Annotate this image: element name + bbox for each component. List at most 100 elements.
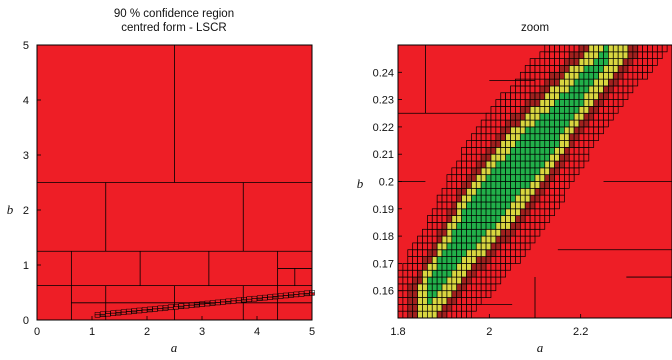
right-boundary-box-yellow [466,263,472,271]
right-y-tick-label: 0.21 [373,149,394,161]
right-inner-box [568,112,575,121]
right-outer-fine-box [451,174,458,182]
right-inner-box [559,112,565,121]
right-outer-fine-box [549,58,555,66]
right-inner-box [568,106,575,114]
right-boundary-box-dark [559,71,565,80]
right-boundary-box-yellow [568,119,575,128]
right-outer-fine-box [466,290,472,298]
right-outer-fine-box [559,51,565,60]
right-outer-fine-box [539,194,546,203]
right-outer-fine-box [544,44,551,53]
right-boundary-box-dark [515,112,521,121]
right-inner-box [510,147,516,155]
right-outer-fine-box [632,71,639,80]
left-region-box-upper [178,303,184,307]
right-boundary-box-dark [485,147,492,155]
right-inner-box [554,133,560,141]
right-outer-fine-box [524,85,531,94]
right-boundary-box-dark [539,181,546,189]
right-boundary-box-dark [524,99,531,107]
right-outer-fine-box [603,119,609,128]
right-inner-box [461,215,467,223]
right-boundary-box-yellow [480,174,487,182]
right-boundary-box-yellow [500,222,506,230]
right-boundary-box-yellow [588,58,595,66]
right-outer-fine-box [598,112,604,121]
right-outer-fine-box [529,208,536,216]
right-boundary-box-dark [524,208,531,216]
right-boundary-box-dark [612,71,619,80]
right-boundary-box-dark [441,222,448,230]
left-region-box [209,302,216,306]
right-inner-box [564,119,570,128]
right-outer-fine-box [647,44,653,53]
right-outer-fine-box [637,58,643,66]
right-outer-fine-box [559,44,565,53]
right-outer-fine-box [598,106,604,114]
right-boundary-box-yellow [612,58,619,66]
right-outer-fine-box [515,92,521,100]
right-outer-fine-box [510,85,516,94]
right-outer-fine-box [549,65,555,73]
left-region-box-upper [272,293,279,297]
right-inner-box [500,181,506,189]
right-outer-fine-box [656,51,663,60]
right-boundary-box-yellow [588,99,595,107]
right-outer-fine-box [612,85,619,94]
right-inner-box [519,167,526,176]
right-boundary-box-dark [422,263,428,271]
right-boundary-box-dark [471,269,477,278]
right-boundary-box-dark [446,304,453,312]
right-boundary-box-yellow [456,215,462,223]
right-outer-fine-box [427,222,433,230]
right-inner-box [495,194,502,203]
right-boundary-box-dark [554,160,560,169]
right-outer-fine-box [500,106,506,114]
right-boundary-box-dark [539,85,546,94]
left-y-tick-label: 5 [23,40,29,52]
right-inner-box [549,112,555,121]
right-inner-box [471,235,477,244]
right-inner-box [529,153,536,162]
right-inner-box [573,85,580,94]
right-inner-box [461,242,467,251]
right-inner-box [554,106,560,114]
right-boundary-box-dark [529,194,536,203]
right-boundary-box-yellow [431,263,438,271]
right-boundary-box-dark [407,290,414,298]
right-inner-box [505,187,511,196]
right-outer-fine-box [436,215,443,223]
right-boundary-box-dark [588,112,595,121]
right-outer-fine-box [422,242,428,251]
right-inner-box [480,215,487,223]
right-outer-fine-box [573,167,580,176]
right-outer-fine-box [652,51,658,60]
right-boundary-box-yellow [461,256,467,264]
right-outer-fine-box [554,187,560,196]
right-boundary-box-yellow [588,92,595,100]
right-outer-fine-box [417,256,423,264]
right-outer-fine-box [407,256,414,264]
left-region-box-upper [131,308,137,312]
right-outer-fine-box [534,201,541,210]
right-outer-fine-box [475,140,482,148]
left-region-box [199,303,205,307]
right-boundary-box-dark [475,160,482,169]
right-outer-fine-box [608,92,614,100]
right-outer-fine-box [519,85,526,94]
right-inner-box [578,99,585,107]
left-y-axis-label: b [7,202,14,217]
right-inner-box [451,242,458,251]
right-boundary-box-yellow [573,112,580,121]
left-region-box [194,304,200,308]
right-boundary-box-dark [559,160,565,169]
left-x-tick-label: 4 [254,326,260,338]
right-boundary-box-yellow [417,290,423,298]
right-inner-box [539,160,546,169]
right-outer-fine-box [412,249,418,257]
right-boundary-box-yellow [422,283,428,292]
right-outer-fine-box [495,126,502,135]
right-outer-fine-box [647,51,653,60]
right-inner-box [471,222,477,230]
